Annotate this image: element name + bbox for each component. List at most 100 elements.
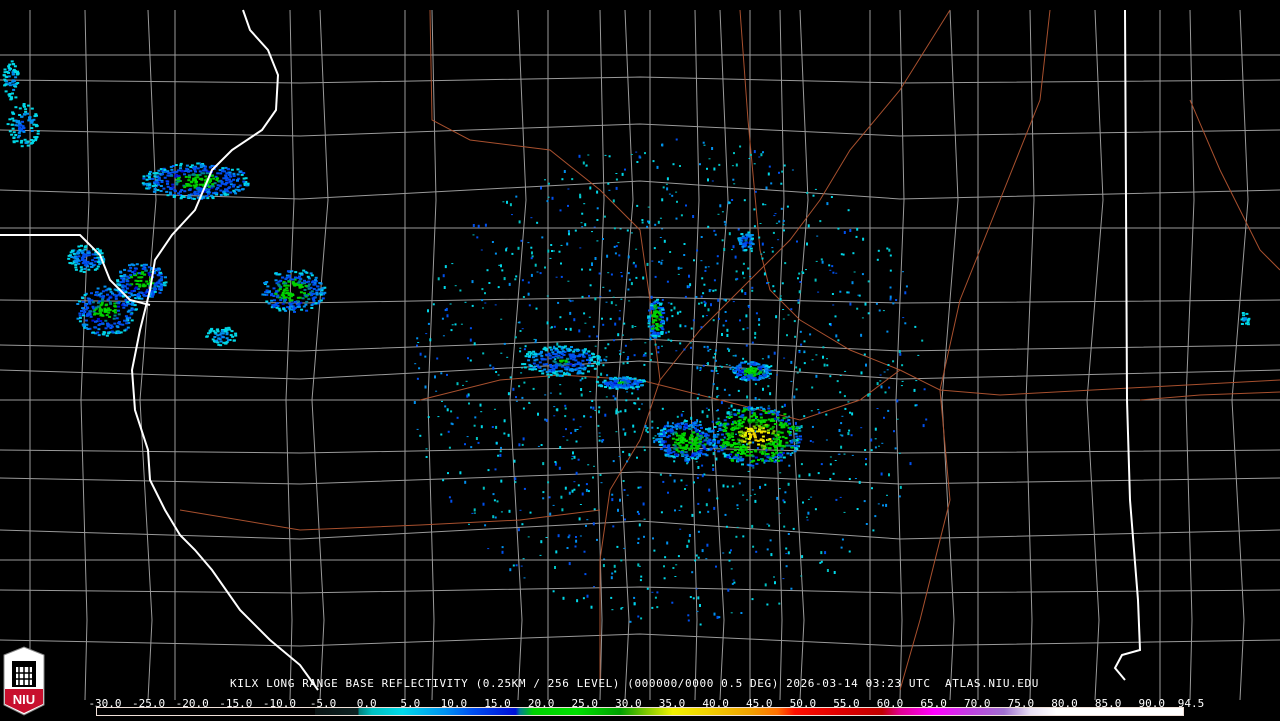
echo-pixel — [522, 296, 525, 298]
echo-pixel — [219, 172, 223, 175]
echo-pixel — [602, 323, 605, 326]
echo-pixel — [242, 177, 246, 180]
echo-pixel — [803, 362, 806, 365]
echo-pixel — [99, 320, 103, 322]
echo-pixel — [685, 204, 687, 207]
echo-pixel — [419, 434, 422, 437]
echo-pixel — [681, 422, 684, 425]
echo-pixel — [614, 252, 617, 255]
echo-pixel — [793, 439, 797, 442]
echo-pixel — [631, 387, 635, 390]
echo-pixel — [447, 472, 449, 475]
echo-pixel — [104, 289, 108, 292]
echo-pixel — [127, 277, 131, 279]
echo-pixel — [266, 285, 270, 288]
echo-pixel — [746, 499, 749, 501]
echo-pixel — [690, 346, 692, 349]
echo-pixel — [732, 178, 735, 181]
echo-pixel — [12, 63, 16, 66]
echo-pixel — [671, 437, 675, 440]
echo-pixel — [838, 453, 841, 455]
echo-pixel — [236, 173, 240, 176]
echo-pixel — [606, 384, 610, 387]
echo-pixel — [737, 228, 740, 231]
echo-pixel — [767, 407, 771, 410]
echo-pixel — [232, 339, 236, 342]
echo-pixel — [723, 220, 726, 223]
echo-pixel — [196, 176, 200, 179]
echo-pixel — [593, 465, 595, 467]
echo-pixel — [567, 280, 570, 282]
echo-pixel — [545, 370, 549, 373]
echo-pixel — [544, 418, 547, 421]
echo-pixel — [635, 151, 638, 153]
echo-pixel — [770, 427, 774, 430]
echo-pixel — [305, 271, 309, 274]
echo-pixel — [754, 430, 757, 433]
echo-pixel — [712, 356, 715, 359]
echo-pixel — [777, 459, 781, 462]
echo-pixel — [679, 342, 682, 345]
echo-pixel — [119, 331, 123, 334]
echo-pixel — [282, 289, 286, 292]
echo-pixel — [765, 367, 769, 370]
echo-pixel — [733, 413, 737, 416]
echo-pixel — [223, 190, 226, 193]
echo-pixel — [703, 443, 707, 446]
echo-pixel — [674, 576, 677, 577]
echo-pixel — [727, 201, 730, 205]
echo-pixel — [564, 486, 567, 490]
echo-pixel — [206, 191, 210, 194]
echo-pixel — [759, 458, 763, 460]
echo-pixel — [604, 347, 607, 350]
echo-pixel — [553, 345, 556, 348]
echo-pixel — [230, 330, 234, 333]
echo-pixel — [795, 388, 798, 391]
echo-pixel — [746, 430, 750, 433]
echo-pixel — [310, 307, 314, 309]
echo-pixel — [789, 440, 792, 442]
echo-pixel — [795, 444, 799, 447]
echo-pixel — [787, 533, 790, 535]
echo-pixel — [495, 425, 498, 429]
echo-pixel — [882, 504, 884, 507]
echo-pixel — [746, 233, 749, 236]
echo-pixel — [744, 426, 748, 429]
echo-pixel — [13, 65, 17, 68]
echo-pixel — [207, 192, 210, 195]
echo-pixel — [781, 170, 784, 173]
echo-pixel — [313, 283, 317, 286]
echo-pixel — [710, 430, 714, 433]
echo-pixel — [753, 363, 756, 366]
echo-pixel — [168, 191, 172, 194]
echo-pixel — [680, 214, 683, 217]
echo-pixel — [520, 565, 523, 567]
echo-pixel — [671, 426, 675, 429]
echo-pixel — [503, 432, 506, 435]
echo-pixel — [502, 201, 505, 203]
echo-pixel — [733, 443, 737, 446]
echo-pixel — [747, 419, 751, 422]
echo-pixel — [267, 302, 271, 305]
echo-pixel — [291, 278, 295, 281]
echo-pixel — [760, 419, 764, 422]
echo-pixel — [429, 338, 432, 342]
echo-pixel — [730, 423, 734, 426]
echo-pixel — [533, 365, 536, 367]
echo-pixel — [518, 321, 521, 324]
echo-pixel — [98, 258, 102, 260]
echo-pixel — [748, 436, 752, 439]
echo-pixel — [682, 411, 685, 412]
echo-pixel — [724, 445, 728, 448]
echo-pixel — [647, 325, 651, 328]
echo-pixel — [171, 171, 175, 174]
echo-pixel — [708, 158, 711, 160]
echo-pixel — [876, 408, 879, 409]
echo-pixel — [160, 275, 164, 278]
echo-pixel — [715, 565, 717, 568]
echo-pixel — [99, 314, 103, 317]
echo-pixel — [219, 194, 223, 196]
echo-pixel — [230, 168, 234, 171]
echo-pixel — [530, 273, 533, 277]
